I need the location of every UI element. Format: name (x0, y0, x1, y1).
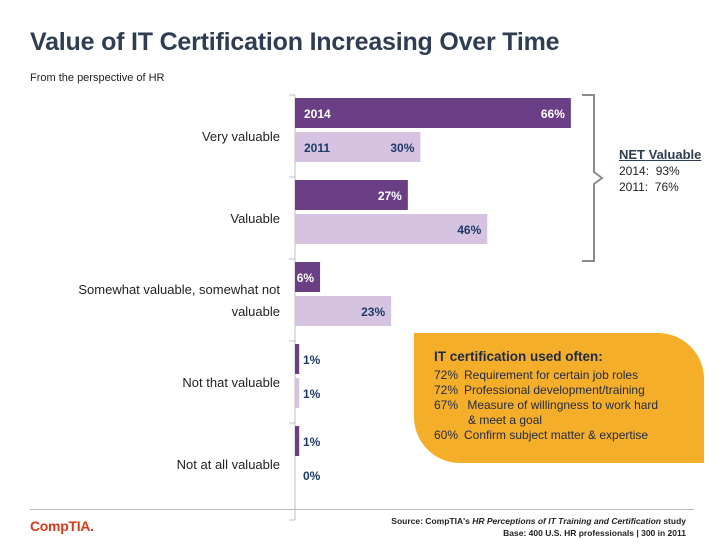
callout-item-pct: 67% (434, 398, 459, 412)
callout-item: 72% Requirement for certain job roles (434, 368, 694, 383)
chart-subtitle: From the perspective of HR (30, 72, 165, 84)
callout-item: 60% Confirm subject matter & expertise (434, 428, 694, 443)
comptia-logo: CompTIA. (30, 518, 94, 534)
source-suffix: study (660, 516, 686, 526)
net-valuable-bracket (582, 94, 604, 262)
callout-item-text: Professional development/training (464, 383, 645, 397)
bar-2014 (295, 344, 300, 374)
chart-title: Value of IT Certification Increasing Ove… (30, 28, 560, 56)
source-line-1: Source: CompTIA's HR Perceptions of IT T… (391, 515, 686, 527)
callout-item: 72% Professional development/training (434, 383, 694, 398)
category-label: Valuable (230, 211, 280, 226)
bar-2014 (295, 262, 321, 292)
bar-2014 (295, 426, 300, 456)
source-prefix: Source: CompTIA's (391, 516, 473, 526)
legend-label-2011: 2011 (304, 141, 330, 155)
source-study-title: HR Perceptions of IT Training and Certif… (472, 516, 661, 526)
source-line-2: Base: 400 U.S. HR professionals | 300 in… (503, 528, 686, 538)
callout-item-pct: 60% (434, 428, 459, 442)
data-label: 46% (457, 223, 481, 237)
data-label: 6% (297, 271, 315, 285)
legend-label-2014: 2014 (304, 107, 331, 121)
data-label: 66% (541, 107, 565, 121)
net-valuable-2011: 2011: 76% (619, 180, 679, 194)
callout-item-pct: 72% (434, 383, 459, 397)
data-label: 1% (303, 353, 321, 367)
data-label: 30% (390, 141, 414, 155)
bar-2014 (295, 180, 408, 210)
footer-divider (30, 509, 694, 510)
category-label: Not at all valuable (177, 457, 280, 472)
bar-2011 (295, 378, 300, 408)
data-label: 1% (303, 387, 321, 401)
bar-2011 (295, 296, 392, 326)
certification-usage-callout: IT certification used often: 72% Requirem… (414, 333, 704, 463)
callout-item-continuation: & meet a goal (434, 413, 694, 428)
callout-item-text: Confirm subject matter & expertise (464, 428, 649, 442)
category-label: Somewhat valuable, somewhat not (78, 282, 280, 297)
net-valuable-title: NET Valuable (619, 147, 702, 162)
category-label: Not that valuable (182, 375, 280, 390)
callout-title: IT certification used often: (434, 349, 603, 364)
bar-2011 (295, 214, 488, 244)
data-label: 23% (361, 305, 385, 319)
callout-item: 67% Measure of willingness to work hard (434, 398, 694, 413)
bar-2011 (295, 132, 421, 162)
source-note: Source: CompTIA's HR Perceptions of IT T… (391, 515, 686, 539)
callout-item-pct: 72% (434, 368, 459, 382)
data-label: 1% (303, 435, 321, 449)
data-label: 27% (378, 189, 402, 203)
callout-item-text: Requirement for certain job roles (464, 368, 639, 382)
category-label: Very valuable (202, 129, 280, 144)
callout-item-text: & meet a goal (468, 413, 543, 427)
data-label: 0% (303, 469, 321, 483)
net-valuable-2014: 2014: 93% (619, 164, 680, 178)
category-label: valuable (232, 304, 280, 319)
bar-2014 (295, 98, 571, 128)
net-valuable-box: NET Valuable 2014: 93% 2011: 76% (619, 147, 701, 195)
callout-item-text: Measure of willingness to work hard (464, 398, 659, 412)
